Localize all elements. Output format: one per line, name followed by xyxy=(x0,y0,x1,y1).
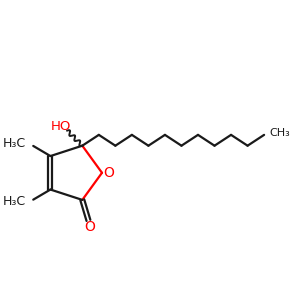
Text: O: O xyxy=(84,220,95,234)
Text: CH₃: CH₃ xyxy=(269,128,290,138)
Text: H₃C: H₃C xyxy=(3,195,26,208)
Text: O: O xyxy=(103,166,114,180)
Text: HO: HO xyxy=(51,120,71,133)
Text: H₃C: H₃C xyxy=(3,137,26,150)
